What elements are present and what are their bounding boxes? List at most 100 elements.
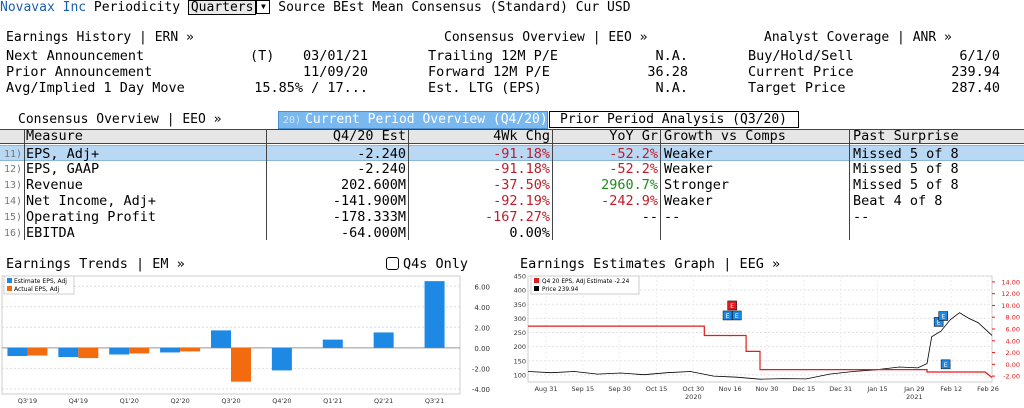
trailing-pe-label: Trailing 12M P/E	[428, 48, 559, 64]
column-divider	[24, 129, 25, 240]
target-price-value: 287.40	[951, 80, 1000, 96]
x-tick-label: Q2'21	[374, 397, 393, 405]
actual-bar	[78, 347, 99, 359]
earnings-estimates-graph-title[interactable]: Earnings Estimates Graph | EEG »	[520, 256, 781, 272]
x-tick-label: Jan 29	[903, 385, 924, 393]
estimate-marker	[732, 310, 742, 321]
earnings-history-title[interactable]: Earnings History | ERN »	[6, 30, 194, 45]
row-number: 16)	[4, 228, 23, 239]
checkbox-icon[interactable]	[386, 257, 399, 270]
source-value[interactable]: BEst Mean Consensus (Standard)	[333, 0, 568, 15]
earnings-estimates-chart: 450 400 350 300 250 200 150 100 14.00 12.00 10.00 8…	[514, 273, 1020, 402]
tab-current-period-label: Current Period Overview (Q4/20)	[305, 112, 548, 127]
col-surprise[interactable]: Past Surprise	[853, 128, 959, 144]
legend-swatch	[7, 286, 12, 291]
col-est[interactable]: Q4/20 Est	[332, 128, 406, 144]
growth-cell: Weaker	[664, 146, 713, 162]
left-tick-label: 300	[514, 315, 526, 323]
earnings-trends-title[interactable]: Earnings Trends | EM »	[6, 256, 185, 272]
table-row[interactable]: 16) EBITDA -64.000M 0.00%	[0, 225, 1024, 241]
company-name[interactable]: Novavax Inc	[0, 0, 87, 15]
right-tick-label: 2.00	[1006, 349, 1020, 357]
left-tick-label: 150	[514, 357, 526, 365]
right-tick-label: 14.00	[1001, 278, 1020, 286]
estimate-marker	[727, 300, 737, 311]
col-measure[interactable]: Measure	[26, 128, 83, 144]
x-tick-label: Q2'20	[170, 397, 189, 405]
estimate-bar	[160, 347, 181, 353]
periodicity-select[interactable]: Quarters	[187, 0, 257, 15]
estimate-marker	[940, 359, 951, 370]
table-row[interactable]: 11) EPS, Adj+ -2.240 -91.18% -52.2% Weaker Mis…	[0, 145, 1024, 162]
x-tick-label: Q3'19	[18, 397, 37, 405]
current-price-label: Current Price	[748, 64, 854, 80]
change-cell: -92.19%	[493, 193, 550, 209]
table-row[interactable]: 14) Net Income, Adj+ -141.900M -92.19% -242.…	[0, 193, 1024, 209]
price-line	[527, 312, 993, 380]
right-tick-label: 6.00	[1006, 326, 1020, 334]
legend-swatch	[534, 278, 539, 283]
col-4wk-chg[interactable]: 4Wk Chg	[493, 128, 550, 144]
table-row[interactable]: 12) EPS, GAAP -2.240 -91.18% -52.2% Weaker Mis…	[0, 161, 1024, 177]
table-row[interactable]: 13) Revenue 202.600M -37.50% 2960.7% Stronger…	[0, 177, 1024, 193]
estimate-marker-label: E	[941, 314, 945, 321]
x-tick-label: Aug 31	[534, 385, 557, 393]
column-divider	[552, 129, 553, 240]
estimate-marker	[938, 311, 949, 321]
estimate-cell: -178.333M	[332, 209, 406, 225]
q4s-only-toggle[interactable]: Q4s Only	[386, 256, 468, 272]
col-growth[interactable]: Growth vs Comps	[664, 128, 786, 144]
estimate-bar	[373, 332, 394, 348]
legend-label: Estimate EPS, Adj	[14, 278, 67, 285]
surprise-cell: Missed 5 of 8	[853, 146, 959, 162]
left-tick-label: 200	[514, 343, 526, 351]
estimate-marker-label: E	[735, 313, 739, 320]
col-yoy[interactable]: YoY Gr	[609, 128, 658, 144]
avg-move-label: Avg/Implied 1 Day Move	[6, 80, 185, 96]
column-divider	[408, 129, 409, 240]
x-tick-label: Feb 26	[977, 385, 999, 393]
chevron-down-icon[interactable]: ▼	[256, 0, 271, 14]
est-ltg-label: Est. LTG (EPS)	[428, 80, 542, 96]
forward-pe-value: 36.28	[647, 64, 688, 80]
x-tick-label: Q3'21	[425, 397, 444, 405]
year-label: 2020	[685, 393, 702, 401]
buy-hold-sell-value: 6/1/0	[959, 48, 1000, 64]
growth-cell: Stronger	[664, 177, 730, 193]
tab-prior-period-label: Prior Period Analysis (Q3/20)	[560, 112, 787, 127]
y-tick-label: -4.00	[472, 386, 490, 394]
x-tick-label: Dec 15	[792, 385, 815, 393]
yoy-cell: -52.2%	[609, 161, 658, 177]
yoy-cell: 2960.7%	[601, 177, 658, 193]
legend-box	[530, 275, 640, 295]
row-number: 13)	[4, 180, 23, 191]
right-tick-label: -2.00	[1003, 373, 1020, 381]
estimate-bar	[58, 347, 79, 358]
surprise-cell: --	[853, 209, 870, 225]
legend-swatch	[534, 286, 539, 291]
right-tick-label: 10.00	[1001, 302, 1020, 310]
y-tick-label: -2.00	[472, 365, 490, 373]
target-price-label: Target Price	[748, 80, 846, 96]
legend-label: Price 239.94	[542, 287, 579, 293]
growth-cell: Weaker	[664, 193, 713, 209]
consensus-table-title[interactable]: Consensus Overview | EEO »	[18, 112, 222, 127]
analyst-coverage-title[interactable]: Analyst Coverage | ANR »	[764, 30, 952, 45]
right-tick-label: 4.00	[1006, 337, 1020, 345]
currency-value[interactable]: USD	[607, 0, 631, 15]
tab-prior-period[interactable]: Prior Period Analysis (Q3/20)	[549, 111, 799, 128]
estimate-bar	[424, 281, 445, 348]
growth-cell: --	[664, 209, 681, 225]
estimate-bar	[7, 347, 28, 357]
tab-current-period[interactable]: 20) Current Period Overview (Q4/20)	[278, 111, 548, 129]
row-number: 12)	[4, 164, 23, 175]
right-tick-label: 12.00	[1001, 290, 1020, 298]
right-tick-label: 8.00	[1006, 314, 1020, 322]
avg-move-value: 15.85% / 17...	[254, 80, 368, 96]
estimate-bar	[271, 347, 292, 371]
estimate-marker-label: E	[726, 313, 730, 320]
table-row[interactable]: 15) Operating Profit -178.333M -167.27% -- --…	[0, 209, 1024, 225]
trailing-pe-value: N.A.	[655, 48, 688, 64]
estimate-cell: -2.240	[357, 161, 406, 177]
consensus-overview-title[interactable]: Consensus Overview | EEO »	[444, 30, 648, 45]
